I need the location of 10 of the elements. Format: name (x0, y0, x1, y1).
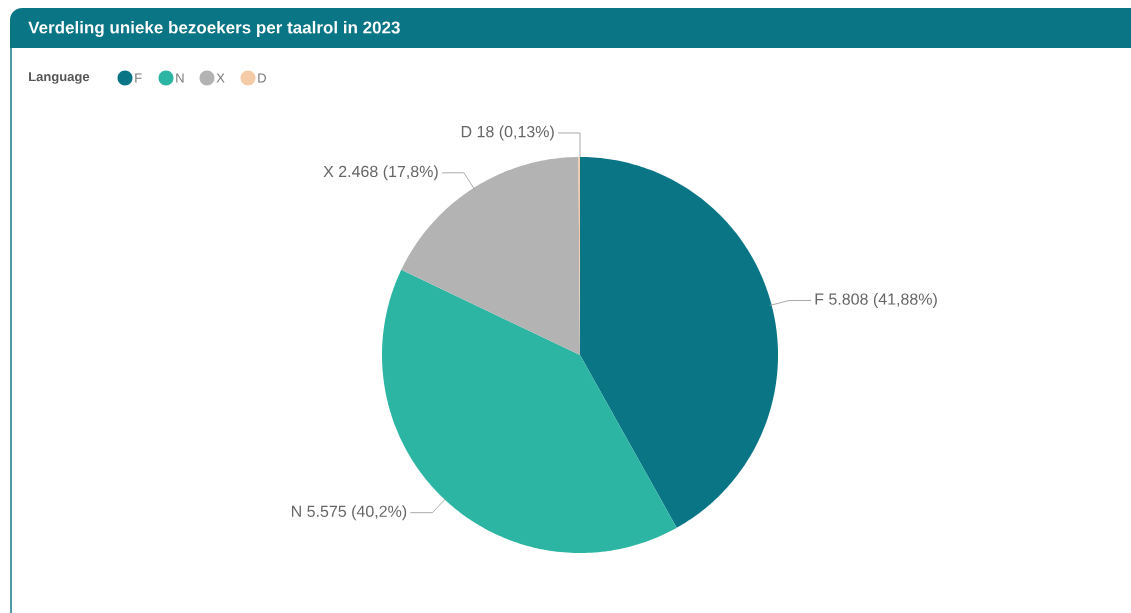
chart-title: Verdeling unieke bezoekers per taalrol in 2023 (28, 21, 400, 37)
data-label: X 2.468 (17,8%) (323, 165, 438, 181)
data-label: N 5.575 (40,2%) (291, 505, 407, 521)
legend-label: D (258, 73, 266, 83)
legend-label: F (135, 73, 142, 83)
legend-label: N (176, 73, 184, 83)
legend-label: X (216, 73, 225, 83)
data-label: D 18 (0,13%) (461, 125, 554, 141)
data-label: F 5.808 (41,88%) (815, 293, 937, 308)
legend-title: Language (29, 72, 90, 84)
